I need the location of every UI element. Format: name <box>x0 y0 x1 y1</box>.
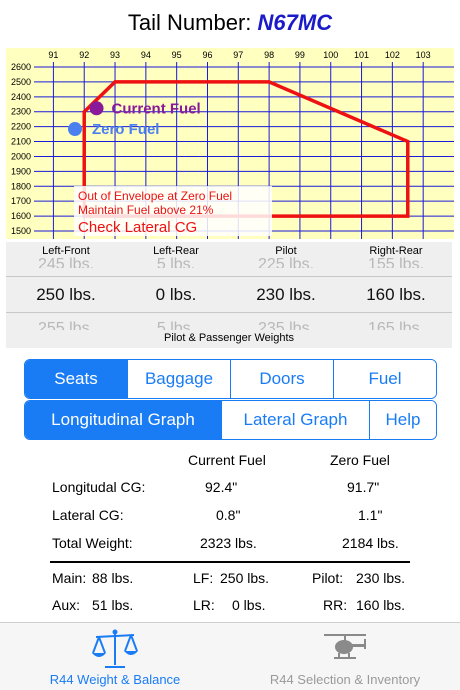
station-lr-value: 0 lbs. <box>232 597 266 613</box>
x-tick-label: 98 <box>264 50 274 60</box>
warning-maintain-fuel: Maintain Fuel above 21% <box>78 203 214 217</box>
station-pilot-value: 230 lbs. <box>356 570 406 586</box>
y-tick-label: 2100 <box>11 137 31 147</box>
station-pilot-label: Pilot: <box>312 570 344 586</box>
picker-selected-pilot[interactable]: 230 lbs. <box>256 285 316 304</box>
tab-weight-balance-label: R44 Weight & Balance <box>49 672 181 687</box>
x-tick-label: 96 <box>202 50 212 60</box>
picker-header-left-front: Left-Front <box>42 245 90 257</box>
cg-envelope-outline <box>82 80 410 218</box>
zero-total-weight: 2184 lbs. <box>342 535 399 551</box>
x-tick-label: 100 <box>323 50 338 60</box>
picker-selected-right-rear[interactable]: 160 lbs. <box>366 285 426 304</box>
x-tick-label: 97 <box>233 50 243 60</box>
picker-header-left-rear: Left-Rear <box>153 245 199 257</box>
station-main-value: 88 lbs. <box>92 570 134 586</box>
summary-divider <box>50 561 410 563</box>
category-segmented-control: Seats Baggage Doors Fuel <box>24 359 437 399</box>
picker-caption: Pilot & Passenger Weights <box>163 332 295 344</box>
station-rr-value: 160 lbs. <box>356 597 406 613</box>
x-tick-label: 94 <box>141 50 151 60</box>
y-tick-label: 1700 <box>11 196 31 206</box>
station-aux-value: 51 lbs. <box>92 597 134 613</box>
current-total-weight: 2323 lbs. <box>200 535 257 551</box>
zero-fuel-label: Zero Fuel <box>92 121 160 138</box>
seat-weight-picker[interactable]: Left-Front Left-Rear Pilot Right-Rear 24… <box>6 242 452 348</box>
current-longitudinal-cg: 92.4" <box>205 479 238 495</box>
tail-number-prefix: Tail Number: <box>127 10 252 35</box>
tail-number: N67MC <box>257 10 333 35</box>
picker-prev-right-rear[interactable]: 155 lbs. <box>367 256 425 268</box>
zero-lateral-cg: 1.1" <box>358 507 383 523</box>
picker-divider-bottom <box>6 312 452 313</box>
station-lf-label: LF: <box>193 570 214 586</box>
y-tick-label: 2400 <box>11 92 31 102</box>
station-rr-label: RR: <box>323 597 348 613</box>
x-tick-label: 102 <box>385 50 400 60</box>
row-label-longitudinal-cg: Longitudal CG: <box>52 479 146 495</box>
picker-next-left-front[interactable]: 255 lbs. <box>37 320 95 330</box>
picker-header-pilot: Pilot <box>275 245 297 257</box>
x-tick-label: 91 <box>48 50 58 60</box>
picker-next-left-rear[interactable]: 5 lbs. <box>156 320 196 330</box>
y-tick-label: 1600 <box>11 211 31 221</box>
row-label-lateral-cg: Lateral CG: <box>52 507 124 523</box>
x-tick-label: 92 <box>79 50 89 60</box>
helicopter-icon <box>324 634 366 659</box>
row-label-total-weight: Total Weight: <box>52 535 133 551</box>
zero-longitudinal-cg: 91.7" <box>347 479 380 495</box>
y-tick-label: 2000 <box>11 151 31 161</box>
station-aux-label: Aux: <box>52 597 81 613</box>
picker-selected-left-front[interactable]: 250 lbs. <box>36 285 96 304</box>
segment-baggage[interactable]: Baggage <box>127 360 230 398</box>
station-lr-label: LR: <box>193 597 215 613</box>
current-fuel-point <box>89 101 104 116</box>
station-main-label: Main: <box>52 570 87 586</box>
tab-weight-balance[interactable]: R44 Weight & Balance <box>0 623 230 690</box>
segment-lateral-graph[interactable]: Lateral Graph <box>221 401 369 439</box>
warning-lateral-cg: Check Lateral CG <box>78 219 197 236</box>
picker-next-pilot[interactable]: 235 lbs. <box>257 320 315 330</box>
current-fuel-label: Current Fuel <box>112 100 201 117</box>
picker-divider-top <box>6 276 452 277</box>
picker-selected-left-rear[interactable]: 0 lbs. <box>155 285 197 304</box>
warning-box <box>74 186 272 236</box>
y-tick-label: 2500 <box>11 77 31 87</box>
cg-envelope-chart: 91 92 93 94 95 96 97 98 99 100 101 102 103 2600 2500 24… <box>6 48 454 239</box>
col-header-current-fuel: Current Fuel <box>188 452 266 468</box>
y-tick-label: 1500 <box>11 226 31 236</box>
tab-selection-inventory[interactable]: R44 Selection & Inventory <box>230 623 460 690</box>
y-tick-label: 2300 <box>11 107 31 117</box>
picker-prev-pilot[interactable]: 225 lbs. <box>257 256 315 268</box>
picker-header-right-rear: Right-Rear <box>369 245 423 257</box>
col-header-zero-fuel: Zero Fuel <box>330 452 390 468</box>
zero-fuel-point <box>67 122 82 137</box>
warning-zero-fuel: Out of Envelope at Zero Fuel <box>78 189 232 203</box>
picker-next-right-rear[interactable]: 165 lbs. <box>367 320 425 330</box>
picker-prev-left-front[interactable]: 245 lbs. <box>37 256 95 268</box>
segment-longitudinal-graph[interactable]: Longitudinal Graph <box>25 401 221 439</box>
picker-prev-left-rear[interactable]: 5 lbs. <box>156 256 196 268</box>
station-lf-value: 250 lbs. <box>220 570 270 586</box>
balance-scale-icon <box>92 629 138 668</box>
y-tick-label: 1800 <box>11 181 31 191</box>
x-tick-label: 93 <box>110 50 120 60</box>
tab-bar: R44 Weight & Balance R44 Selection & Inv… <box>0 622 460 690</box>
x-tick-label: 95 <box>172 50 182 60</box>
current-lateral-cg: 0.8" <box>216 507 241 523</box>
x-tick-label: 101 <box>354 50 369 60</box>
segment-seats[interactable]: Seats <box>25 360 127 398</box>
y-tick-label: 2600 <box>11 62 31 72</box>
segment-fuel[interactable]: Fuel <box>333 360 436 398</box>
x-tick-label: 103 <box>416 50 431 60</box>
graph-segmented-control: Longitudinal Graph Lateral Graph Help <box>24 400 437 440</box>
segment-help[interactable]: Help <box>369 401 436 439</box>
segment-doors[interactable]: Doors <box>230 360 333 398</box>
y-tick-label: 2200 <box>11 122 31 132</box>
page-title: Tail Number: N67MC <box>0 10 460 36</box>
tab-selection-inventory-label: R44 Selection & Inventory <box>269 672 421 687</box>
y-tick-label: 1900 <box>11 166 31 176</box>
x-tick-label: 99 <box>295 50 305 60</box>
